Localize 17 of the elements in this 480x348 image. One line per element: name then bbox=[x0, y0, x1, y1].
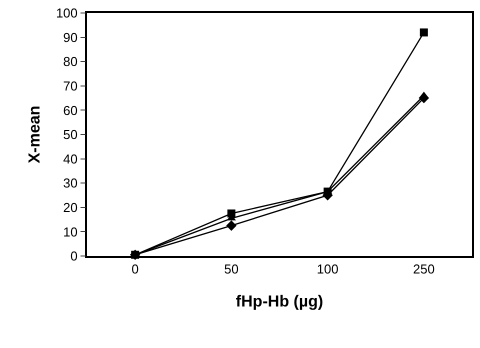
y-tick-label: 40 bbox=[63, 151, 78, 166]
y-tick-label: 80 bbox=[63, 54, 78, 70]
y-axis-title: X-mean bbox=[26, 106, 44, 164]
y-tick-label: 20 bbox=[63, 200, 78, 215]
y-tick-label: 100 bbox=[56, 6, 78, 21]
y-tick-label: 0 bbox=[70, 248, 78, 264]
y-tick-label: 70 bbox=[63, 78, 78, 94]
y-tick-label: 90 bbox=[63, 30, 78, 45]
x-tick-label: 50 bbox=[224, 261, 239, 276]
x-tick-label: 250 bbox=[413, 261, 435, 276]
y-tick-label: 30 bbox=[63, 176, 78, 191]
x-tick-label: 0 bbox=[132, 261, 139, 276]
x-axis-title: fHp-Hb (µg) bbox=[236, 294, 324, 311]
x-tick-label: 100 bbox=[316, 261, 338, 276]
y-tick-label: 50 bbox=[63, 127, 78, 142]
y-tick-label: 60 bbox=[63, 102, 78, 118]
y-tick-label: 10 bbox=[63, 224, 78, 240]
